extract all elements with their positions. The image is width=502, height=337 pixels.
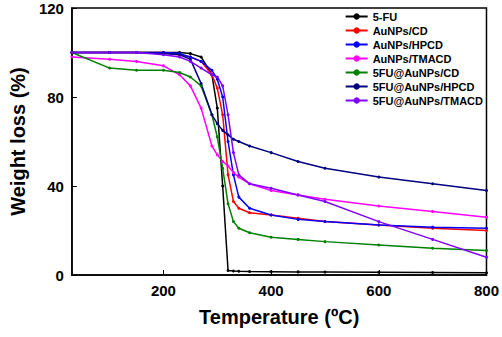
- svg-text:120: 120: [39, 0, 64, 17]
- svg-text:400: 400: [259, 282, 284, 299]
- svg-text:AuNPs/CD: AuNPs/CD: [373, 25, 428, 37]
- svg-text:800: 800: [474, 282, 499, 299]
- svg-text:AuNPs/HPCD: AuNPs/HPCD: [373, 39, 443, 51]
- svg-text:600: 600: [366, 282, 391, 299]
- svg-text:Weight loss (%): Weight loss (%): [7, 67, 29, 216]
- svg-text:200: 200: [151, 282, 176, 299]
- svg-text:5FU@AuNPs/CD: 5FU@AuNPs/CD: [373, 67, 460, 79]
- svg-text:80: 80: [47, 89, 64, 106]
- svg-text:40: 40: [47, 178, 64, 195]
- svg-text:Temperature (ºC): Temperature (ºC): [199, 306, 359, 328]
- svg-text:5FU@AuNPs/HPCD: 5FU@AuNPs/HPCD: [373, 81, 475, 93]
- svg-text:5-FU: 5-FU: [373, 11, 398, 23]
- svg-text:5FU@AuNPs/TMACD: 5FU@AuNPs/TMACD: [373, 95, 483, 107]
- svg-text:AuNPs/TMACD: AuNPs/TMACD: [373, 53, 452, 65]
- svg-text:0: 0: [56, 267, 64, 284]
